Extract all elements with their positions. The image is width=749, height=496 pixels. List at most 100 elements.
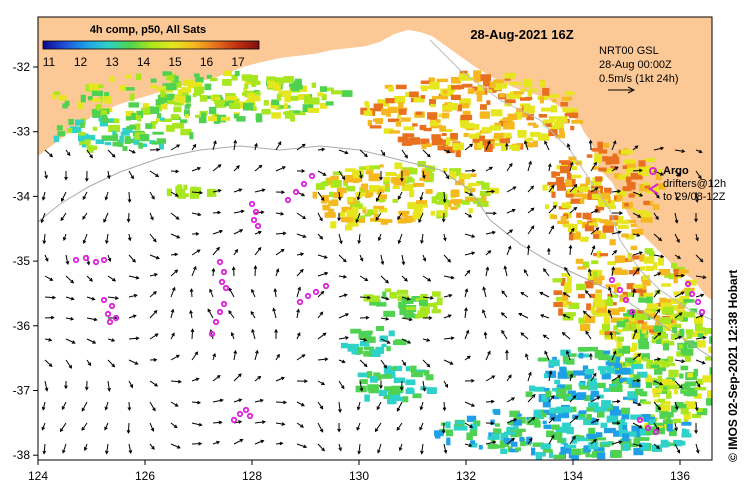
current-vector-head (274, 328, 278, 333)
current-vector-head (492, 440, 497, 445)
current-vector (41, 212, 46, 223)
current-vector-head (520, 332, 525, 336)
current-vector (420, 401, 424, 410)
sst-cell (403, 312, 414, 318)
current-vector-head (636, 233, 641, 237)
current-vector (543, 268, 550, 277)
sst-cell (407, 176, 413, 180)
current-vector (464, 288, 468, 298)
sst-cell (682, 348, 694, 356)
sst-cell (542, 184, 548, 191)
sst-cell (364, 394, 370, 402)
current-vector (275, 422, 285, 425)
sst-cell (405, 388, 415, 394)
sst-cell (367, 167, 372, 175)
sst-cell (643, 182, 650, 189)
current-vector (128, 443, 132, 454)
current-vector-head (419, 196, 424, 201)
current-vector (378, 233, 382, 241)
sst-cell (571, 448, 582, 456)
current-vector (653, 254, 664, 258)
sst-cell (439, 199, 450, 205)
current-vector (464, 422, 473, 428)
current-vector (357, 401, 361, 410)
sst-cell (332, 171, 343, 176)
sst-cell (125, 87, 135, 91)
sst-cell (641, 414, 651, 417)
sst-cell (449, 171, 457, 180)
drifter-point (248, 200, 256, 208)
current-vector-head (319, 235, 324, 240)
current-vector-head (427, 277, 432, 282)
current-vector (632, 267, 640, 277)
current-vector-head (483, 331, 488, 336)
sst-cell (347, 219, 359, 227)
current-vector (296, 212, 306, 219)
sst-cell (183, 184, 188, 191)
current-vector (483, 287, 487, 298)
sst-cell (407, 168, 418, 175)
current-vector-head (199, 190, 204, 195)
sst-cell (406, 306, 416, 310)
sst-cell (92, 98, 102, 102)
current-vector (443, 170, 449, 179)
current-vector (485, 351, 491, 361)
current-vector-head (694, 407, 699, 412)
current-vector (695, 401, 698, 411)
sst-cell (642, 401, 651, 405)
sst-cell (177, 89, 182, 96)
current-vector-head (300, 424, 304, 428)
sst-cell (632, 284, 644, 288)
sst-cell (510, 441, 518, 447)
sst-cell (583, 445, 591, 453)
sst-cell (420, 138, 430, 145)
sst-cell (612, 348, 623, 357)
current-vector (359, 149, 368, 157)
sst-cell (598, 394, 604, 399)
sst-cell (75, 120, 81, 126)
current-vector-head (694, 218, 698, 223)
current-vector-head (418, 219, 422, 224)
sst-cell (180, 128, 192, 136)
sst-cell (646, 303, 659, 309)
current-vector-head (450, 336, 455, 341)
sst-cell (179, 95, 191, 104)
current-vector-head (251, 328, 255, 333)
sst-cell (466, 415, 477, 422)
current-vector (43, 233, 46, 244)
sst-cell (344, 216, 354, 223)
sst-cell (385, 98, 395, 104)
current-vector-head (84, 178, 89, 182)
current-vector (275, 401, 287, 403)
sst-cell (592, 166, 599, 170)
sst-cell (621, 414, 630, 420)
current-vector (674, 312, 683, 319)
sst-cell (586, 303, 592, 311)
sst-cell (695, 394, 701, 399)
y-tick-label: -34 (13, 189, 31, 203)
sst-cell (92, 110, 102, 118)
drifter-point (108, 302, 116, 310)
current-vector-head (42, 240, 47, 245)
sst-cell (367, 119, 373, 126)
current-vector-head (70, 317, 75, 321)
sst-cell (706, 398, 712, 406)
current-vector-head (657, 332, 662, 336)
current-vector-head (511, 397, 516, 401)
current-vector-head (70, 279, 75, 284)
sst-cell (579, 414, 586, 419)
sst-cell (369, 376, 378, 383)
current-vector (41, 422, 46, 430)
sst-cell (559, 166, 571, 174)
current-vector (233, 350, 237, 361)
sst-cell (493, 409, 501, 415)
current-vector (149, 333, 159, 340)
sst-cell (605, 157, 612, 165)
drifter-point (698, 308, 706, 316)
current-vector-head (469, 143, 474, 148)
current-vector (65, 149, 71, 156)
sst-cell (561, 96, 573, 101)
sst-cell (623, 314, 632, 320)
current-vector-head (281, 422, 286, 426)
sst-cell (556, 182, 566, 191)
